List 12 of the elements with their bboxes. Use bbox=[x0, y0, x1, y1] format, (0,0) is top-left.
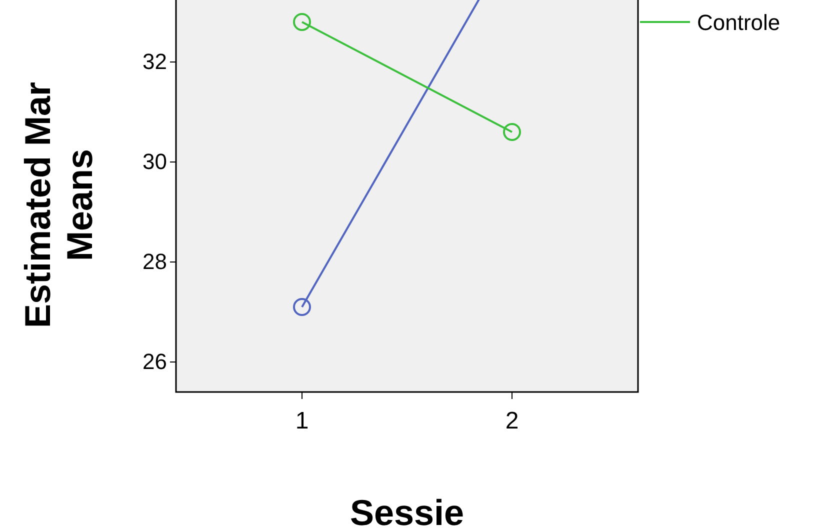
point bbox=[293, 298, 311, 316]
y-tick-label: 28 bbox=[142, 249, 167, 274]
y-tick-label: 32 bbox=[142, 49, 167, 74]
y-axis-title: Estimated Mar Means bbox=[17, 82, 100, 328]
y-tick-label: 30 bbox=[142, 149, 167, 174]
point bbox=[293, 13, 311, 31]
x-axis-title: Sessie bbox=[350, 492, 464, 530]
legend-label: Controle bbox=[697, 10, 780, 35]
y-tick-label: 26 bbox=[142, 349, 167, 374]
x-tick-label: 1 bbox=[295, 407, 309, 434]
x-tick-label: 2 bbox=[505, 407, 519, 434]
point bbox=[503, 123, 521, 141]
